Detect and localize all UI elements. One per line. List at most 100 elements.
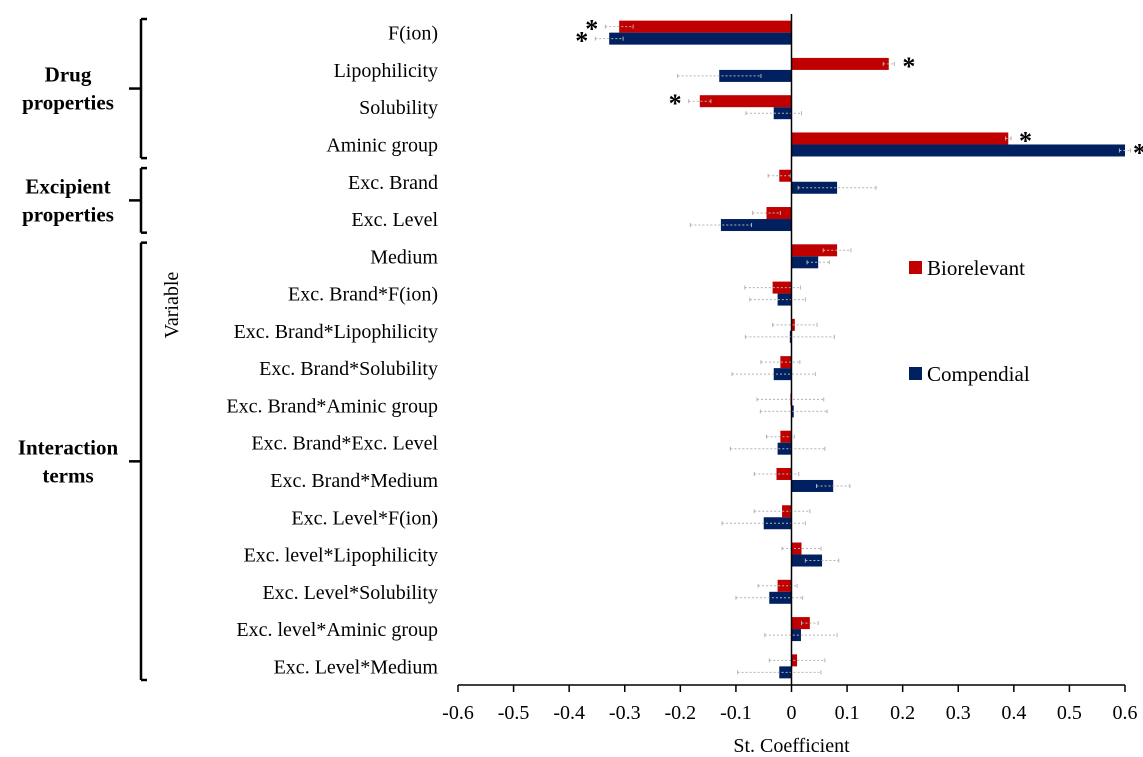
category-label: Exc. Brand*Lipophilicity (234, 321, 438, 343)
group-bracket-1: Excipient properties (22, 166, 147, 234)
category-label: Exc. Brand*Solubility (259, 358, 438, 380)
x-tick-label: 0 (787, 702, 797, 724)
bar-compendial-5 (720, 219, 792, 232)
group-bracket-0: Drug properties (22, 17, 147, 160)
error-bar-biorelevant-15 (757, 583, 798, 588)
x-axis: -0.6 -0.5 -0.4 -0.3 -0.2 -0.1 0 0.1 0.2 0.3 0.4 0.5… (442, 684, 1138, 724)
category-label: F(ion) (388, 23, 438, 45)
error-bar-compendial-3 (1118, 148, 1132, 153)
error-bar-biorelevant-5 (752, 211, 781, 216)
bar-biorelevant-1 (791, 57, 889, 70)
category-label: Exc. Brand*Exc. Level (251, 433, 438, 455)
x-tick-label: -0.1 (720, 702, 752, 724)
bar-biorelevant-16 (791, 617, 810, 630)
error-bar-compendial-6 (806, 260, 830, 265)
x-tick-label: 0.5 (1057, 702, 1082, 724)
x-tick-label: -0.4 (553, 702, 585, 724)
x-tick-label: -0.6 (442, 702, 474, 724)
error-bar-compendial-17 (737, 670, 822, 675)
x-tick-label: 0.6 (1113, 702, 1138, 724)
legend-entry-biorelevant: Biorelevant (909, 256, 1025, 280)
category-label: Exc. Level (351, 209, 438, 231)
error-bar-compendial-10 (759, 409, 828, 414)
group-label: properties (22, 202, 114, 226)
category-label: Exc. Level*Medium (274, 656, 439, 678)
significance-star-compendial-0: * (575, 27, 588, 56)
error-bar-compendial-9 (731, 372, 816, 377)
x-tick-label: -0.5 (498, 702, 530, 724)
bar-biorelevant-5 (766, 207, 792, 220)
group-label: Drug (45, 63, 92, 87)
category-label: Exc. level*Aminic group (236, 619, 438, 641)
bar-biorelevant-0 (619, 20, 792, 33)
bar-compendial-17 (779, 666, 792, 679)
bar-compendial-7 (777, 293, 792, 306)
error-bar-biorelevant-6 (822, 248, 852, 253)
category-label: Exc. Brand*F(ion) (288, 284, 438, 306)
bar-compendial-9 (773, 368, 792, 381)
category-label: Exc. Brand*Medium (270, 470, 438, 492)
error-bar-compendial-8 (744, 334, 835, 339)
error-bar-biorelevant-11 (765, 434, 795, 439)
bar-biorelevant-14 (791, 542, 802, 555)
error-bar-compendial-14 (804, 558, 840, 563)
significance-star-compendial-3: * (1133, 138, 1143, 167)
x-tick-label: 0.1 (835, 702, 860, 724)
error-bar-biorelevant-8 (772, 322, 818, 327)
category-label: Exc. Level*F(ion) (291, 507, 438, 529)
bar-compendial-11 (777, 442, 792, 455)
error-bar-biorelevant-13 (753, 509, 811, 514)
category-label: Exc. Level*Solubility (262, 582, 438, 604)
group-brackets: Drug properties Excipient properties Interac… (18, 17, 147, 682)
category-label: Exc. Brand*Aminic group (226, 395, 438, 417)
error-bar-biorelevant-4 (767, 173, 791, 178)
bar-biorelevant-3 (791, 132, 1009, 145)
error-bar-compendial-0 (594, 36, 624, 41)
x-tick-label: -0.2 (664, 702, 696, 724)
error-bar-biorelevant-7 (744, 285, 801, 290)
error-bar-compendial-2 (745, 111, 803, 116)
error-bar-compendial-7 (749, 297, 806, 302)
error-bar-compendial-5 (689, 223, 752, 228)
bar-compendial-13 (763, 517, 792, 530)
legend-label: Biorelevant (927, 256, 1025, 280)
x-tick-label: 0.2 (890, 702, 915, 724)
category-label: Solubility (359, 97, 438, 119)
bar-compendial-0 (609, 32, 792, 45)
error-bar-compendial-15 (735, 595, 804, 600)
legend: Biorelevant Compendial (909, 256, 1030, 386)
legend-label: Compendial (927, 362, 1030, 386)
bars: ****** (575, 15, 1143, 679)
legend-entry-compendial: Compendial (909, 362, 1030, 386)
error-bar-biorelevant-9 (760, 360, 801, 365)
error-bar-biorelevant-16 (801, 621, 819, 626)
legend-swatch (909, 261, 922, 274)
error-bar-biorelevant-14 (781, 546, 822, 551)
error-bar-compendial-4 (797, 185, 877, 190)
x-tick-label: -0.3 (609, 702, 641, 724)
bar-biorelevant-2 (699, 95, 792, 108)
significance-star-biorelevant-0: * (585, 15, 598, 44)
error-bar-biorelevant-3 (1004, 136, 1012, 141)
category-labels: F(ion) Lipophilicity Solubility Aminic grou… (226, 23, 438, 679)
category-label: Exc. Brand (348, 172, 438, 194)
bar-compendial-16 (791, 629, 801, 642)
group-label: properties (22, 91, 114, 115)
significance-star-biorelevant-2: * (669, 89, 682, 118)
category-label: Lipophilicity (334, 60, 438, 82)
bar-compendial-12 (791, 479, 834, 492)
category-label: Exc. level*Lipophilicity (244, 545, 438, 567)
category-label: Aminic group (326, 134, 438, 156)
group-bracket-2: Interaction terms (18, 241, 147, 682)
y-axis-title: Variable (161, 272, 183, 339)
x-tick-label: 0.3 (946, 702, 971, 724)
group-label: terms (42, 463, 93, 487)
significance-star-biorelevant-1: * (902, 52, 915, 81)
x-tick-label: 0.4 (1001, 702, 1026, 724)
error-bar-compendial-16 (764, 633, 838, 638)
bar-biorelevant-11 (780, 430, 792, 443)
x-axis-title: St. Coefficient (733, 735, 850, 757)
bar-compendial-3 (791, 144, 1125, 157)
error-bar-biorelevant-1 (882, 61, 895, 66)
bar-biorelevant-15 (777, 579, 792, 592)
